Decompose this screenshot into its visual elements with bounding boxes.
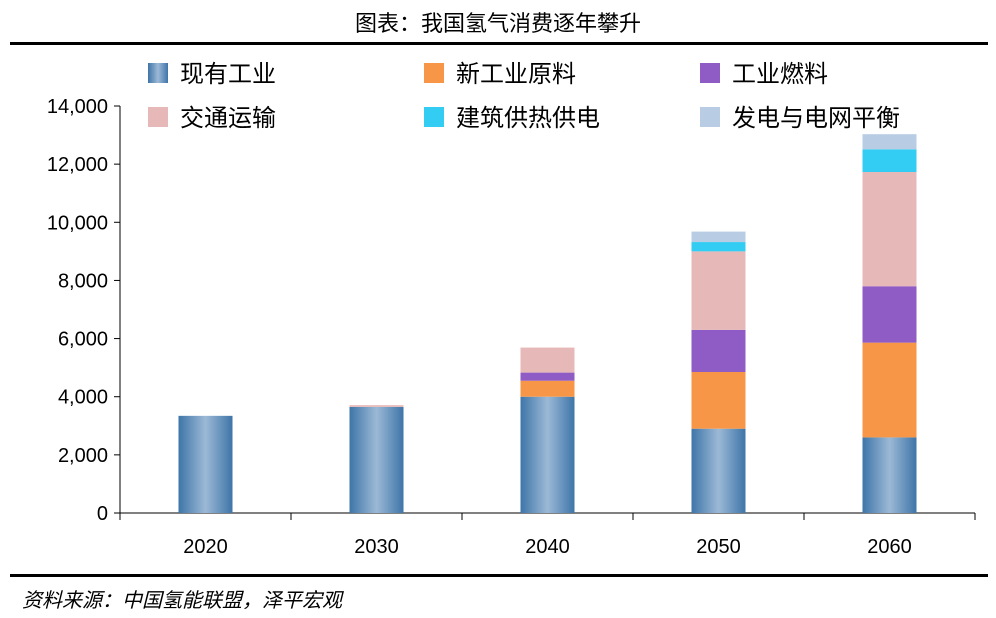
bar-segment: [349, 406, 404, 513]
legend-swatch: [148, 63, 168, 83]
source-note: 资料来源：中国氢能联盟，泽平宏观: [22, 588, 342, 612]
bar-segment: [862, 342, 917, 438]
legend-swatch: [424, 107, 444, 127]
top-rule: [10, 42, 988, 45]
bar-segment: [862, 171, 917, 287]
legend-label: 工业燃料: [732, 60, 828, 88]
bar-segment: [520, 347, 575, 373]
legend-label: 交通运输: [180, 104, 276, 132]
y-tick-label: 8,000: [58, 270, 108, 292]
bar-segment: [520, 380, 575, 397]
x-tick-label: 2040: [525, 536, 570, 558]
bar-segment: [520, 372, 575, 381]
page-title: 图表：我国氢气消费逐年攀升: [354, 12, 641, 37]
bar-segment: [691, 372, 746, 429]
legend-swatch: [148, 107, 168, 127]
legend-swatch: [700, 63, 720, 83]
bar-segment: [862, 286, 917, 343]
bar-segment: [349, 405, 404, 407]
bottom-rule: [10, 574, 988, 577]
y-tick-label: 0: [97, 503, 108, 525]
bar-segment: [691, 329, 746, 373]
y-tick-label: 2,000: [58, 445, 108, 467]
bar-segment: [691, 242, 746, 252]
x-tick-label: 2060: [867, 536, 912, 558]
legend-label: 新工业原料: [456, 60, 576, 88]
legend-label: 发电与电网平衡: [732, 104, 900, 132]
legend-swatch: [424, 63, 444, 83]
bar-segment: [862, 134, 917, 150]
legend-label: 现有工业: [180, 60, 276, 88]
bar-segment: [862, 149, 917, 172]
bar-segment: [178, 415, 233, 513]
legend-label: 建筑供热供电: [456, 104, 600, 132]
bar-segment: [691, 428, 746, 513]
bar-segment: [691, 251, 746, 330]
y-tick-label: 12,000: [47, 154, 108, 176]
y-tick-label: 10,000: [47, 212, 108, 234]
axes: 0 2,000 4,000 6,000 8,000 10,000 12,000 14,000 2…: [47, 96, 976, 558]
x-tick-label: 2050: [696, 536, 741, 558]
bar-segment: [862, 437, 917, 513]
y-tick-label: 14,000: [47, 96, 108, 118]
bar-segment: [691, 231, 746, 243]
y-tick-label: 6,000: [58, 329, 108, 351]
x-tick-label: 2030: [354, 536, 399, 558]
bars: [178, 134, 917, 513]
x-tick-label: 2020: [183, 536, 228, 558]
y-tick-label: 4,000: [58, 387, 108, 409]
bar-segment: [520, 396, 575, 513]
legend-swatch: [700, 107, 720, 127]
